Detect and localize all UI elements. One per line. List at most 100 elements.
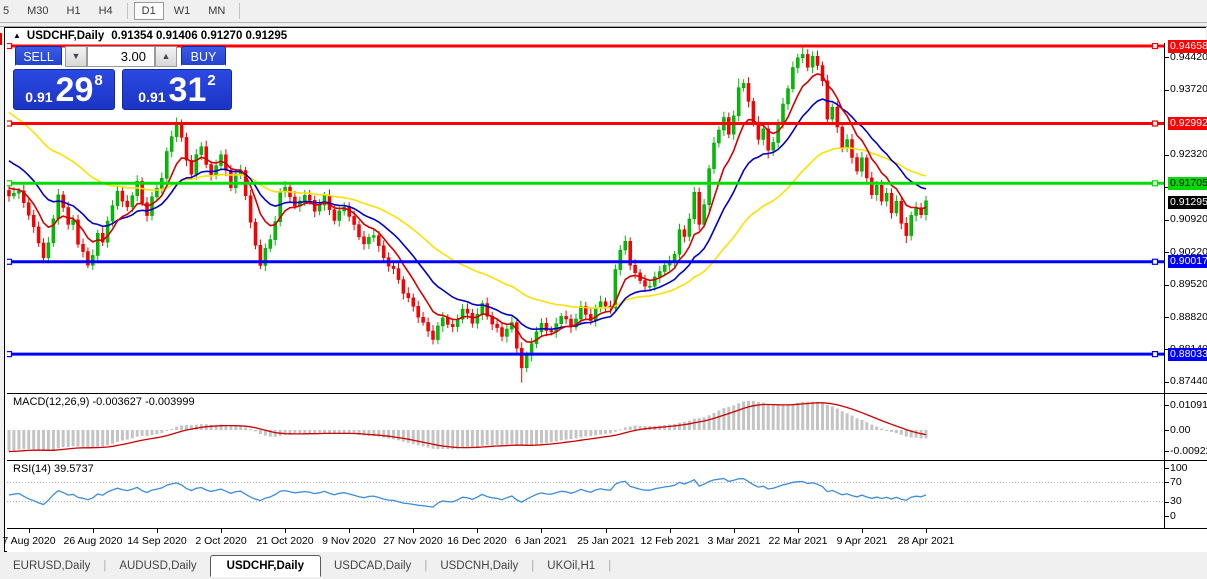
date-label: 27 Nov 2020 [383,535,443,547]
date-tick-mark [798,529,799,533]
collapse-triangle-icon[interactable]: ▲ [13,31,21,40]
timeframe-button-m5[interactable]: 5 [3,5,10,17]
toolbar-separator [126,3,128,19]
sell-price-prefix: 0.91 [25,89,53,105]
buy-price-prefix: 0.91 [138,89,166,105]
rsi-pane[interactable] [7,477,1164,508]
timeframe-button-d1[interactable]: D1 [133,2,164,20]
date-tick-mark [413,529,414,533]
level-price-label: 0.92992 [1168,117,1207,130]
timeframe-button-h1[interactable]: H1 [66,5,81,17]
rsi-axis-label: 70 [1170,476,1182,488]
macd-pane[interactable] [7,400,928,453]
price-tick-label: 0.94420 [1170,51,1207,63]
level-line-anchor[interactable] [1151,258,1159,265]
chart-window-usdchf: ▲ USDCHF,Daily 0.91354 0.91406 0.91270 0… [2,27,1207,552]
rsi-indicator-label: RSI(14) 39.5737 [13,463,94,475]
axis-tick-mark [1165,252,1169,253]
sell-price-big-digits: 29 [55,71,94,109]
volume-increase-button[interactable]: ▲ [155,46,177,67]
level-line-anchor[interactable] [1151,120,1159,127]
axis-tick-mark [1165,285,1169,286]
price-tick-label: 0.92320 [1170,148,1207,160]
date-label: 7 Aug 2020 [2,535,56,547]
axis-tick-mark [1165,482,1169,483]
axis-tick-mark [1165,317,1169,318]
level-line-anchor[interactable] [1151,43,1159,50]
macd-axis-label: 0.00 [1170,424,1191,436]
date-label: 14 Sep 2020 [127,535,187,547]
date-tick-mark [221,529,222,533]
timeframe-button-mn[interactable]: MN [208,5,226,17]
axis-tick-mark [1165,382,1169,383]
timeframe-button-w1[interactable]: W1 [173,5,191,17]
date-tick-mark [93,529,94,533]
macd-signal-line [8,402,927,453]
buy-price-pip-digit: 2 [207,72,216,89]
buy-price-big-digits: 31 [168,71,207,109]
mid-ma-line [8,98,927,331]
date-tick-mark [349,529,350,533]
sell-button[interactable]: SELL [15,46,62,67]
timeframe-button-h4[interactable]: H4 [98,5,113,17]
date-tick-mark [157,529,158,533]
date-label: 3 Mar 2021 [707,535,761,547]
buy-price-display[interactable]: 0.91 31 2 [122,69,232,110]
price-tick-label: 0.90920 [1170,213,1207,225]
macd-rsi-separator[interactable] [7,460,1207,461]
volume-decrease-button[interactable]: ▼ [65,46,87,67]
date-label: 16 Dec 2020 [447,535,507,547]
axis-tick-mark [1165,502,1169,503]
tab-usdcnh-daily[interactable]: USDCNH,Daily [440,559,519,572]
level-line-anchor[interactable] [1151,180,1159,187]
price-macd-separator[interactable] [7,393,1207,394]
tab-audusd-daily[interactable]: AUDUSD,Daily [119,559,197,572]
date-axis[interactable]: 7 Aug 2020 26 Aug 2020 14 Sep 2020 2 Oct 20… [2,529,1207,552]
left-edge-red-marker [0,33,2,45]
timeframe-button-m30[interactable]: M30 [27,5,49,17]
level-line-anchor[interactable] [7,43,13,50]
chart-ohlc-values: 0.91354 0.91406 0.91270 0.91295 [111,29,288,42]
tab-ukoil-h1[interactable]: UKOil,H1 [547,559,596,572]
chart-title-bar: ▲ USDCHF,Daily 0.91354 0.91406 0.91270 0… [5,28,1206,43]
tab-usdchf-daily[interactable]: USDCHF,Daily [209,555,321,577]
date-tick-mark [670,529,671,533]
tab-separator: | [424,559,428,572]
price-tick-label: 0.87440 [1170,375,1207,387]
date-tick-mark [29,529,30,533]
axis-tick-mark [1165,220,1169,221]
volume-input[interactable]: 3.00 [87,46,155,67]
macd-indicator-label: MACD(12,26,9) -0.003627 -0.003999 [13,396,195,408]
tab-usdcad-daily[interactable]: USDCAD,Daily [333,559,412,572]
level-line-anchor[interactable] [1151,351,1159,358]
price-tick-label: 0.88820 [1170,311,1207,323]
level-line-anchor[interactable] [7,120,13,127]
level-line-anchor[interactable] [7,258,13,265]
axis-tick-mark [1165,516,1169,517]
date-tick-mark [541,529,542,533]
date-label: 28 Apr 2021 [897,535,955,547]
level-price-label: 0.91705 [1168,177,1207,190]
buy-button[interactable]: BUY [181,46,226,67]
triangle-down-icon: ▼ [71,51,81,61]
level-price-label: 0.94658 [1168,40,1207,53]
slow-ma-line [8,111,927,309]
date-label: 25 Jan 2021 [577,535,635,547]
sell-price-display[interactable]: 0.91 29 8 [13,69,115,110]
chart-symbol-title: USDCHF,Daily [26,29,105,42]
current-price-label: 0.91295 [1168,196,1207,209]
date-tick-mark [926,529,927,533]
price-axis[interactable]: 0.944200.937200.923200.916200.909200.902… [1164,40,1207,529]
date-tick-mark [606,529,607,533]
rsi-axis-label: 30 [1170,495,1182,507]
level-line-anchor[interactable] [7,180,13,187]
axis-tick-mark [1165,187,1169,188]
date-label: 9 Nov 2020 [322,535,376,547]
chart-plot-area[interactable] [7,43,1164,529]
tab-eurusd-daily[interactable]: EURUSD,Daily [13,559,91,572]
level-line-anchor[interactable] [7,351,13,358]
date-label: 12 Feb 2021 [640,535,700,547]
toolbar-divider [0,26,1207,27]
tab-separator: | [103,559,107,572]
tab-separator: | [608,559,612,572]
